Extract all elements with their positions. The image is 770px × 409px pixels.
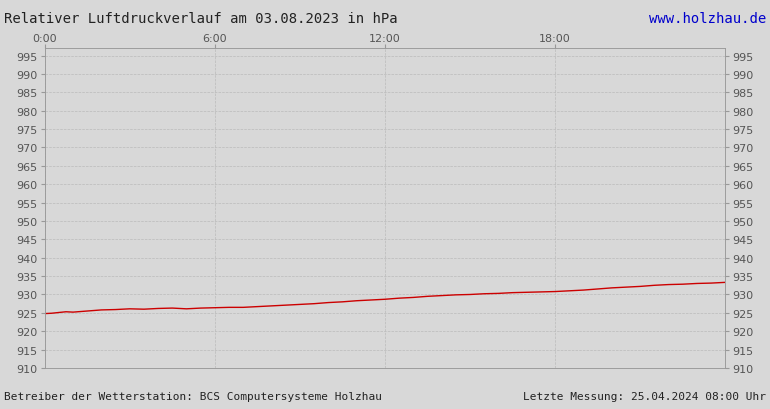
Text: Letzte Messung: 25.04.2024 08:00 Uhr: Letzte Messung: 25.04.2024 08:00 Uhr xyxy=(523,391,766,401)
Text: Relativer Luftdruckverlauf am 03.08.2023 in hPa: Relativer Luftdruckverlauf am 03.08.2023… xyxy=(4,12,397,26)
Text: Betreiber der Wetterstation: BCS Computersysteme Holzhau: Betreiber der Wetterstation: BCS Compute… xyxy=(4,391,382,401)
Text: www.holzhau.de: www.holzhau.de xyxy=(649,12,766,26)
